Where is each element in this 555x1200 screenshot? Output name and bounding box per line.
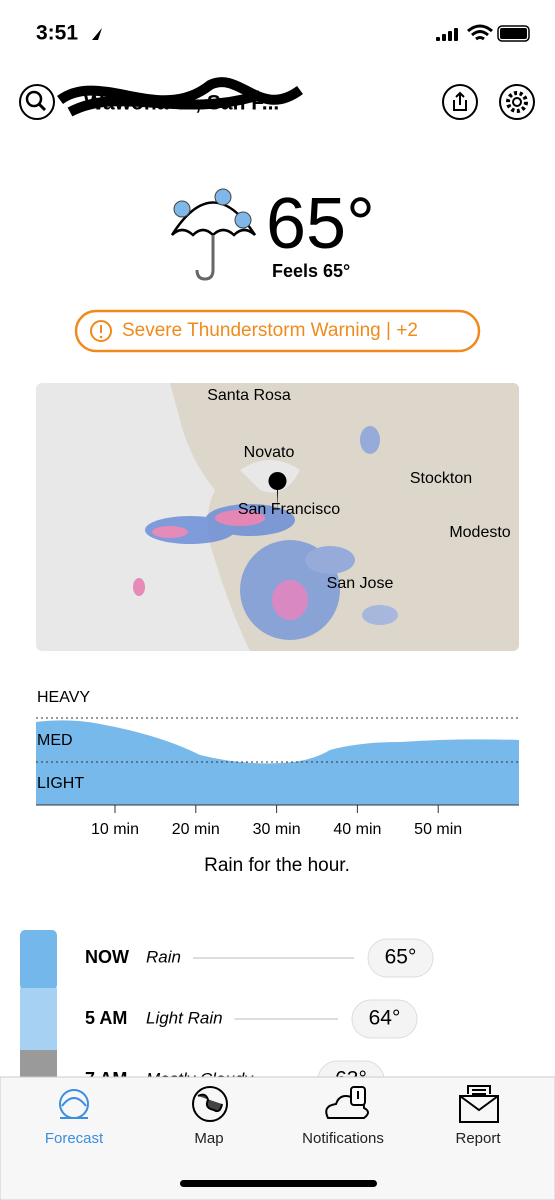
map-label: Santa Rosa [207,387,291,404]
level-label: HEAVY [37,689,90,706]
map-label: Stockton [410,470,472,487]
tab-label[interactable]: Forecast [45,1130,104,1147]
hour-temp: 65° [385,946,417,969]
precip-area [36,720,519,805]
precip-summary: Rain for the hour. [204,855,350,876]
radar-map[interactable] [36,383,519,651]
hour-temp: 64° [369,1007,401,1030]
forecast-icon [59,1089,89,1119]
location-arrow [92,28,102,40]
x-label: 50 min [414,821,462,838]
tab-label[interactable]: Map [194,1130,223,1147]
redaction [57,77,303,117]
umbrella-icon [170,188,257,281]
hour-condition: Rain [146,947,181,966]
x-label: 20 min [172,821,220,838]
temp-pill [367,938,434,978]
hour-bar [20,930,57,990]
temperature: 65° [266,184,375,264]
hour-time: 5 AM [85,1008,127,1028]
home-indicator [180,1180,377,1187]
temp-pill [351,999,418,1039]
notifications-icon [325,1086,369,1119]
hour-condition: Light Rain [146,1008,223,1027]
settings-button[interactable] [499,84,535,120]
level-label: MED [37,732,73,749]
x-label: 40 min [333,821,381,838]
battery-level [500,28,527,39]
signal [436,28,458,41]
hour-time: NOW [85,947,129,967]
tab-label[interactable]: Notifications [302,1130,384,1147]
tab-label[interactable]: Report [455,1130,501,1147]
x-label: 10 min [91,821,139,838]
hour-bar [20,988,57,1050]
battery [497,25,530,42]
search-button[interactable] [19,84,55,120]
status-time: 3:51 [36,22,78,45]
map-label: Novato [244,444,295,461]
alert-pill[interactable]: Severe Thunderstorm Warning | +2 [74,309,481,353]
map-label: San Francisco [238,501,340,518]
x-label: 30 min [253,821,301,838]
wifi [467,24,493,41]
share-button[interactable] [442,84,478,120]
report-icon [459,1085,499,1123]
map-icon [192,1086,228,1122]
level-label: LIGHT [37,775,84,792]
feels-like: Feels 65° [272,261,350,281]
map-label: Modesto [449,524,510,541]
map-label: San Jose [327,575,394,592]
alert-text[interactable]: Severe Thunderstorm Warning | +2 [122,320,418,341]
